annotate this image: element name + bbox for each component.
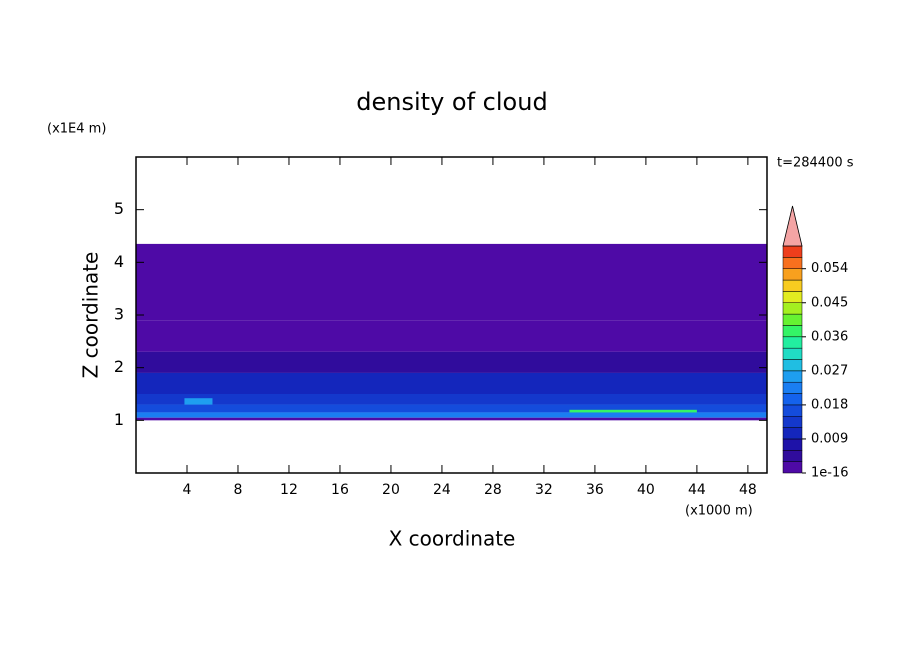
x-tick-label: 40 xyxy=(637,482,655,498)
y-tick-label: 4 xyxy=(114,252,124,271)
x-tick-label: 36 xyxy=(586,482,604,498)
x-unit: (x1000 m) xyxy=(685,504,753,519)
colorbar-segment xyxy=(782,336,803,349)
colorbar-segment xyxy=(782,291,803,303)
x-tick-label: 24 xyxy=(433,482,451,498)
x-tick-label: 8 xyxy=(234,482,243,498)
colorbar-segment xyxy=(782,450,803,462)
x-tick-label: 12 xyxy=(280,482,298,498)
colorbar-extension xyxy=(782,205,803,247)
x-tick-label: 44 xyxy=(688,482,706,498)
colorbar-segment xyxy=(782,416,803,428)
colorbar-tick-label: 0.045 xyxy=(811,295,848,310)
colorbar-tick-label: 0.027 xyxy=(811,363,848,378)
contour-band xyxy=(136,351,767,373)
x-tick-label: 28 xyxy=(484,482,502,498)
colorbar-segment xyxy=(782,461,803,474)
contour-band xyxy=(569,409,697,413)
x-tick-label: 32 xyxy=(535,482,553,498)
colorbar-segment xyxy=(782,438,803,451)
colorbar-tick-label: 0.054 xyxy=(811,261,848,276)
colorbar-segment xyxy=(782,427,803,440)
colorbar-segment xyxy=(782,370,803,383)
colorbar-segment xyxy=(782,257,803,269)
colorbar-tick-label: 1e-16 xyxy=(811,466,849,481)
y-tick-label: 5 xyxy=(114,199,124,218)
contour-band xyxy=(136,320,767,352)
x-tick-label: 16 xyxy=(331,482,349,498)
x-tick-label: 48 xyxy=(739,482,757,498)
colorbar-tick-label: 0.018 xyxy=(811,397,848,412)
y-tick-label: 2 xyxy=(114,357,124,376)
contour-band xyxy=(136,417,767,421)
contour-band xyxy=(136,243,767,321)
colorbar-segment xyxy=(782,268,803,281)
chart-title: density of cloud xyxy=(356,88,547,116)
y-tick-label: 1 xyxy=(114,410,124,429)
contour-band xyxy=(136,412,767,418)
contour-band xyxy=(136,394,767,405)
y-axis-label: Z coordinate xyxy=(79,252,103,379)
y-tick-label: 3 xyxy=(114,305,124,324)
contour-band xyxy=(136,404,767,413)
colorbar-tick-label: 0.036 xyxy=(811,329,848,344)
colorbar-segment xyxy=(782,245,803,258)
contour-band xyxy=(136,372,767,394)
colorbar-segment xyxy=(782,325,803,338)
colorbar-segment xyxy=(782,393,803,406)
colorbar-segment xyxy=(782,381,803,394)
x-tick-label: 4 xyxy=(183,482,192,498)
colorbar-segment xyxy=(782,347,803,360)
x-tick-label: 20 xyxy=(382,482,400,498)
colorbar-segment xyxy=(782,404,803,417)
colorbar-tick-label: 0.009 xyxy=(811,431,848,446)
colorbar-segment xyxy=(782,279,803,292)
time-label: t=284400 s xyxy=(777,156,854,171)
colorbar-segment xyxy=(782,302,803,315)
x-axis-label: X coordinate xyxy=(389,527,516,551)
y-unit: (x1E4 m) xyxy=(47,122,106,137)
contour-band xyxy=(184,398,213,405)
colorbar-segment xyxy=(782,313,803,326)
colorbar-segment xyxy=(782,359,803,372)
